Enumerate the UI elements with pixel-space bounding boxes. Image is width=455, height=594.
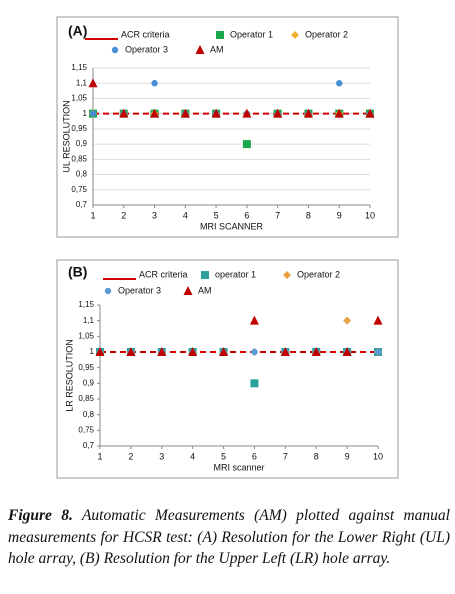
data-point: [242, 140, 251, 149]
legend-marker: [201, 271, 209, 279]
legend-label: Operator 3: [125, 44, 168, 54]
legend-label: Operator 3: [118, 285, 161, 295]
data-point: [342, 347, 352, 356]
x-tick-label: 1: [90, 210, 95, 220]
data-point: [334, 108, 344, 118]
x-tick-label: 1: [97, 451, 102, 461]
y-tick-label: 0,8: [76, 170, 88, 179]
chart-frame: [56, 259, 399, 479]
x-tick-label: 7: [283, 451, 288, 461]
y-tick-label: 1: [83, 109, 88, 118]
data-point: [249, 315, 259, 325]
x-tick-label: 6: [252, 451, 257, 461]
data-point: [251, 348, 258, 356]
data-point: [211, 108, 221, 118]
x-tick-label: 7: [275, 210, 280, 220]
legend-marker: [104, 287, 112, 295]
x-tick-label: 10: [373, 451, 383, 461]
y-axis-label: LR RESOLUTION: [64, 339, 74, 412]
legend-label: AM: [198, 285, 212, 295]
y-axis-label: UL RESOLUTION: [61, 100, 71, 172]
data-point: [311, 347, 321, 356]
legend-marker: [283, 271, 291, 279]
data-point: [88, 78, 98, 88]
y-tick-label: 0,9: [83, 378, 95, 387]
x-tick-label: 3: [159, 451, 164, 461]
x-tick-label: 9: [337, 210, 342, 220]
legend-marker: [291, 31, 299, 39]
chart-frame: [56, 16, 399, 238]
x-tick-label: 2: [128, 451, 133, 461]
x-tick-label: 10: [365, 210, 375, 220]
data-point: [126, 347, 136, 356]
legend-label: Operator 1: [230, 29, 273, 39]
y-tick-label: 1,05: [78, 331, 94, 340]
data-point: [95, 347, 105, 356]
caption: Figure 8. Automatic Measurements (AM) pl…: [8, 505, 450, 570]
x-tick-label: 9: [345, 451, 350, 461]
y-tick-label: 1,15: [78, 300, 94, 309]
legend-marker: [195, 45, 205, 54]
data-point: [365, 108, 375, 118]
x-tick-label: 6: [244, 210, 249, 220]
x-tick-label: 8: [314, 451, 319, 461]
y-tick-label: 0,75: [78, 425, 94, 434]
y-tick-label: 0,95: [71, 124, 87, 133]
x-tick-label: 5: [221, 451, 226, 461]
x-tick-label: 4: [190, 451, 195, 461]
data-point: [242, 108, 252, 118]
y-tick-label: 0,85: [71, 154, 87, 163]
data-point: [336, 80, 343, 87]
data-point: [89, 110, 97, 117]
data-point: [180, 108, 190, 118]
data-point: [157, 347, 167, 356]
data-point: [250, 379, 259, 388]
data-point: [188, 347, 198, 356]
data-point: [219, 347, 229, 356]
legend-label: operator 1: [215, 269, 256, 279]
data-point: [273, 108, 283, 118]
x-tick-label: 2: [121, 210, 126, 220]
x-tick-label: 3: [152, 210, 157, 220]
legend-label: AM: [210, 44, 224, 54]
y-tick-label: 0,75: [71, 185, 87, 194]
x-axis-label: MRI scanner: [213, 462, 264, 472]
legend-marker: [216, 31, 224, 39]
legend-label: ACR criteria: [139, 269, 188, 279]
legend-marker: [183, 286, 193, 295]
y-tick-label: 0,85: [78, 394, 94, 403]
chart-title: (A): [68, 23, 87, 39]
data-point: [151, 80, 158, 87]
legend-marker: [111, 46, 119, 54]
data-point: [119, 108, 129, 118]
x-tick-label: 8: [306, 210, 311, 220]
y-tick-label: 0,9: [76, 139, 88, 148]
y-tick-label: 1: [90, 347, 95, 356]
x-tick-label: 5: [214, 210, 219, 220]
y-tick-label: 1,1: [76, 78, 88, 87]
y-tick-label: 0,8: [83, 410, 95, 419]
y-tick-label: 1,1: [83, 316, 95, 325]
caption-label: Figure 8.: [8, 507, 73, 524]
legend-label: ACR criteria: [121, 29, 170, 39]
legend-label: Operator 2: [297, 269, 340, 279]
y-tick-label: 0,7: [83, 441, 95, 450]
caption-text: Automatic Measurements (AM) plotted agai…: [8, 507, 450, 567]
data-point: [373, 315, 383, 325]
data-point: [150, 108, 160, 118]
legend-label: Operator 2: [305, 29, 348, 39]
y-tick-label: 1,05: [71, 94, 87, 103]
data-point: [343, 316, 352, 325]
y-tick-label: 0,7: [76, 200, 88, 209]
data-point: [303, 108, 313, 118]
x-tick-label: 4: [183, 210, 188, 220]
chart-title: (B): [68, 264, 87, 280]
x-axis-label: MRI SCANNER: [200, 221, 264, 231]
y-tick-label: 0,95: [78, 363, 94, 372]
data-point: [374, 348, 382, 356]
y-tick-label: 1,15: [71, 63, 87, 72]
data-point: [280, 347, 290, 356]
